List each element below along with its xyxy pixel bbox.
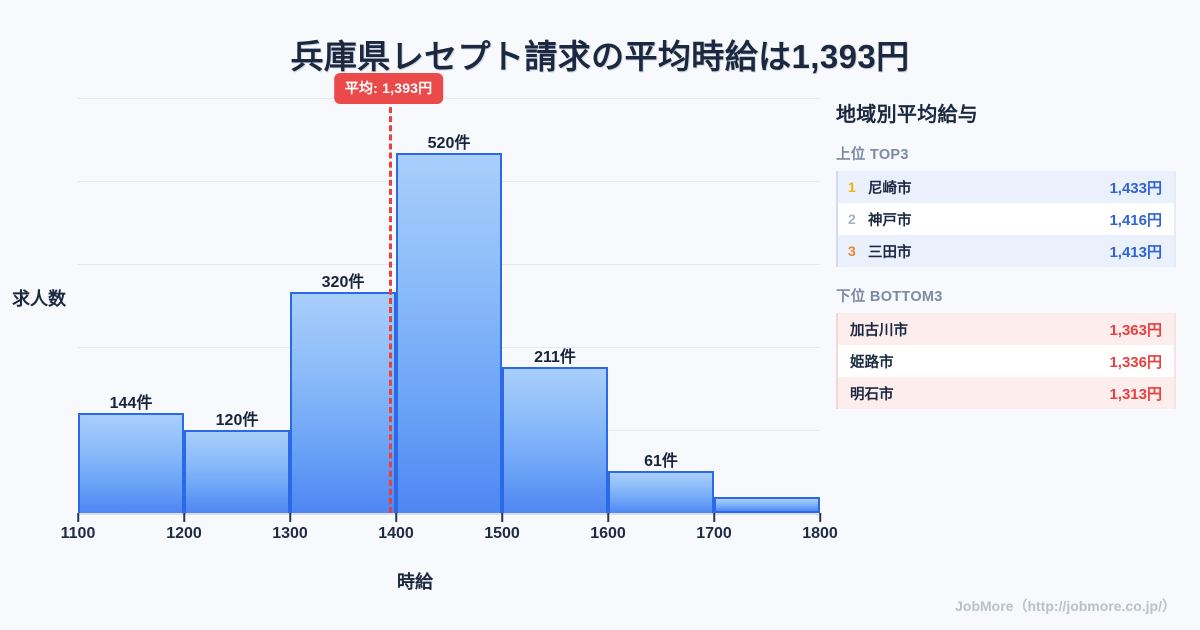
top3-group-label: 上位 TOP3 — [836, 147, 909, 163]
side-panel-title: 地域別平均給与 — [836, 104, 979, 126]
rank-number: 2 — [848, 211, 856, 227]
bottom3-group-label: 下位 BOTTOM3 — [836, 289, 943, 305]
x-axis-tick-label: 1800 — [802, 525, 838, 542]
histogram-bar — [502, 367, 608, 513]
rank-city-name: 姫路市 — [850, 354, 894, 371]
x-axis-tick-label: 1400 — [378, 525, 414, 542]
rank-wage-value: 1,413円 — [1109, 243, 1162, 261]
rank-city-name: 明石市 — [850, 386, 894, 403]
rank-row: 3 三田市 1,413円 — [838, 235, 1174, 267]
bar-value-label: 120件 — [215, 412, 259, 429]
x-axis-tick — [501, 513, 503, 522]
x-axis-tick — [395, 513, 397, 522]
x-axis-tick-label: 1600 — [590, 525, 626, 542]
rank-wage-value: 1,363円 — [1109, 321, 1162, 339]
bar-value-label: 61件 — [644, 452, 678, 470]
footer-credit: JobMore（http://jobmore.co.jp/） — [955, 598, 1176, 614]
rank-wage-value: 1,416円 — [1109, 211, 1162, 229]
histogram-bar — [290, 291, 396, 513]
regional-average-salary-panel: 地域別平均給与 上位 TOP3 1 尼崎市 1,433円 2 神戸市 1,416円 3 三田市… — [836, 98, 1176, 427]
bottom3-table: 加古川市 1,363円姫路市 1,336円明石市 1,313円 — [836, 313, 1176, 409]
rank-wage-value: 1,433円 — [1109, 179, 1162, 197]
x-axis-tick — [77, 513, 79, 522]
rank-number: 3 — [848, 243, 856, 259]
histogram-bar — [714, 497, 820, 513]
x-axis-tick — [289, 513, 291, 522]
mean-badge: 平均: 1,393円 — [333, 73, 444, 104]
histogram-bar — [608, 470, 714, 513]
page-title: 兵庫県レセプト請求の平均時給は1,393円 — [290, 38, 910, 75]
x-axis-tick-label: 1200 — [166, 525, 202, 542]
x-axis-tick-label: 1500 — [484, 525, 520, 542]
x-axis-tick-label: 1700 — [696, 525, 732, 542]
mean-line — [388, 98, 392, 513]
x-axis-tick-label: 1300 — [272, 525, 308, 542]
rank-wage-value: 1,313円 — [1109, 385, 1162, 403]
y-axis-title: 求人数 — [12, 289, 66, 309]
rank-row: 加古川市 1,363円 — [838, 313, 1174, 345]
bar-value-label: 144件 — [109, 395, 153, 413]
rank-row: 姫路市 1,336円 — [838, 345, 1174, 377]
histogram-chart: 求人数 144件 120件 320件 520件 211件 61件 1100 1200 1300… — [0, 73, 838, 592]
rank-wage-value: 1,336円 — [1109, 353, 1162, 371]
bar-value-label: 211件 — [534, 349, 576, 367]
x-axis-tick — [819, 513, 821, 522]
top3-table: 1 尼崎市 1,433円 2 神戸市 1,416円 3 三田市 1,413円 — [836, 171, 1176, 267]
x-axis-baseline — [78, 513, 820, 515]
histogram-bar — [184, 430, 290, 513]
rank-number: 1 — [848, 179, 856, 195]
bar-value-label: 520件 — [427, 135, 471, 153]
rank-city-name: 神戸市 — [868, 212, 912, 229]
rank-row: 2 神戸市 1,416円 — [838, 203, 1174, 235]
x-axis-tick — [183, 513, 185, 522]
rank-city-name: 尼崎市 — [868, 180, 912, 197]
x-axis-tick — [713, 513, 715, 522]
x-axis-tick — [607, 513, 609, 522]
histogram-bar — [396, 153, 502, 513]
rank-row: 1 尼崎市 1,433円 — [838, 171, 1174, 203]
histogram-bar — [78, 413, 184, 513]
rank-row: 明石市 1,313円 — [838, 377, 1174, 409]
rank-city-name: 三田市 — [868, 244, 912, 261]
rank-city-name: 加古川市 — [850, 322, 908, 339]
x-axis-title: 時給 — [397, 572, 433, 592]
bar-value-label: 320件 — [321, 273, 365, 291]
gridline — [78, 98, 820, 99]
x-axis-tick-label: 1100 — [60, 525, 96, 542]
